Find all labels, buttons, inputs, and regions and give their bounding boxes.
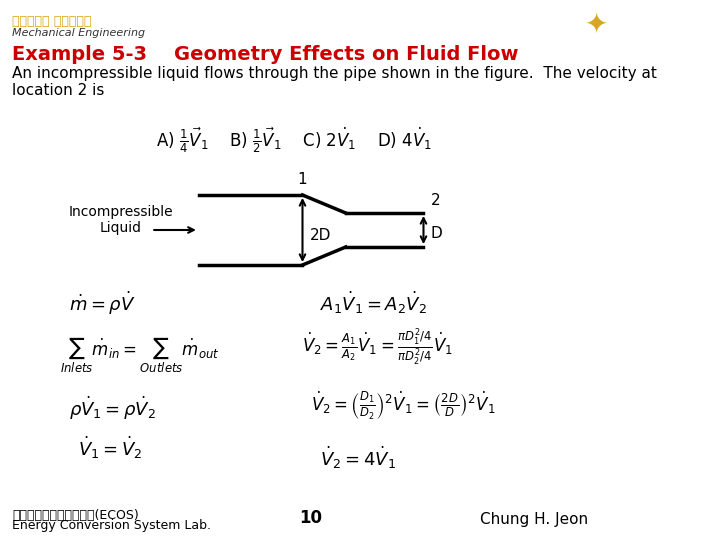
Text: $\dot{V}_1 = \dot{V}_2$: $\dot{V}_1 = \dot{V}_2$ [78, 435, 142, 461]
Text: 1: 1 [297, 172, 307, 187]
Text: $\sum_{Inlets}\dot{m}_{in} = \sum_{Outlets}\dot{m}_{out}$: $\sum_{Inlets}\dot{m}_{in} = \sum_{Outle… [60, 335, 220, 375]
Text: $\rho\dot{V}_1 = \rho\dot{V}_2$: $\rho\dot{V}_1 = \rho\dot{V}_2$ [69, 395, 156, 422]
Text: An incompressible liquid flows through the pipe shown in the figure.  The veloci: An incompressible liquid flows through t… [12, 66, 657, 98]
Text: 에너지변환시스템연구실(ECOS): 에너지변환시스템연구실(ECOS) [12, 509, 139, 522]
Text: Chung H. Jeon: Chung H. Jeon [480, 512, 588, 527]
Text: $\dot{m} = \rho \dot{V}$: $\dot{m} = \rho \dot{V}$ [69, 290, 135, 318]
Text: Mechanical Engineering: Mechanical Engineering [12, 28, 145, 38]
Text: Incompressible
Liquid: Incompressible Liquid [68, 205, 174, 235]
Text: Energy Conversion System Lab.: Energy Conversion System Lab. [12, 519, 211, 532]
Text: Example 5-3    Geometry Effects on Fluid Flow: Example 5-3 Geometry Effects on Fluid Fl… [12, 45, 518, 64]
Text: 10: 10 [300, 509, 323, 527]
Text: $A_1\dot{V}_1 = A_2\dot{V}_2$: $A_1\dot{V}_1 = A_2\dot{V}_2$ [320, 290, 427, 316]
Text: $\dot{V}_2 = \frac{A_1}{A_2}\dot{V}_1 = \frac{\pi D_1^2/4}{\pi D_2^2/4}\dot{V}_1: $\dot{V}_2 = \frac{A_1}{A_2}\dot{V}_1 = … [302, 328, 454, 368]
Text: D: D [431, 226, 442, 240]
Text: 2D: 2D [310, 227, 330, 242]
Text: $\dot{V}_2 = \left(\frac{D_1}{D_2}\right)^2\dot{V}_1 = \left(\frac{2D}{D}\right): $\dot{V}_2 = \left(\frac{D_1}{D_2}\right… [311, 390, 496, 422]
Text: 2: 2 [431, 193, 440, 208]
Text: ✦: ✦ [585, 10, 608, 38]
Text: 부산대학교 기계공학부: 부산대학교 기계공학부 [12, 15, 91, 28]
Text: A) $\frac{1}{4}\vec{V}_1$    B) $\frac{1}{2}\vec{V}_1$    C) $2\dot{V}_1$    D) : A) $\frac{1}{4}\vec{V}_1$ B) $\frac{1}{2… [156, 125, 432, 155]
Text: $\dot{V}_2 = 4\dot{V}_1$: $\dot{V}_2 = 4\dot{V}_1$ [320, 445, 396, 471]
